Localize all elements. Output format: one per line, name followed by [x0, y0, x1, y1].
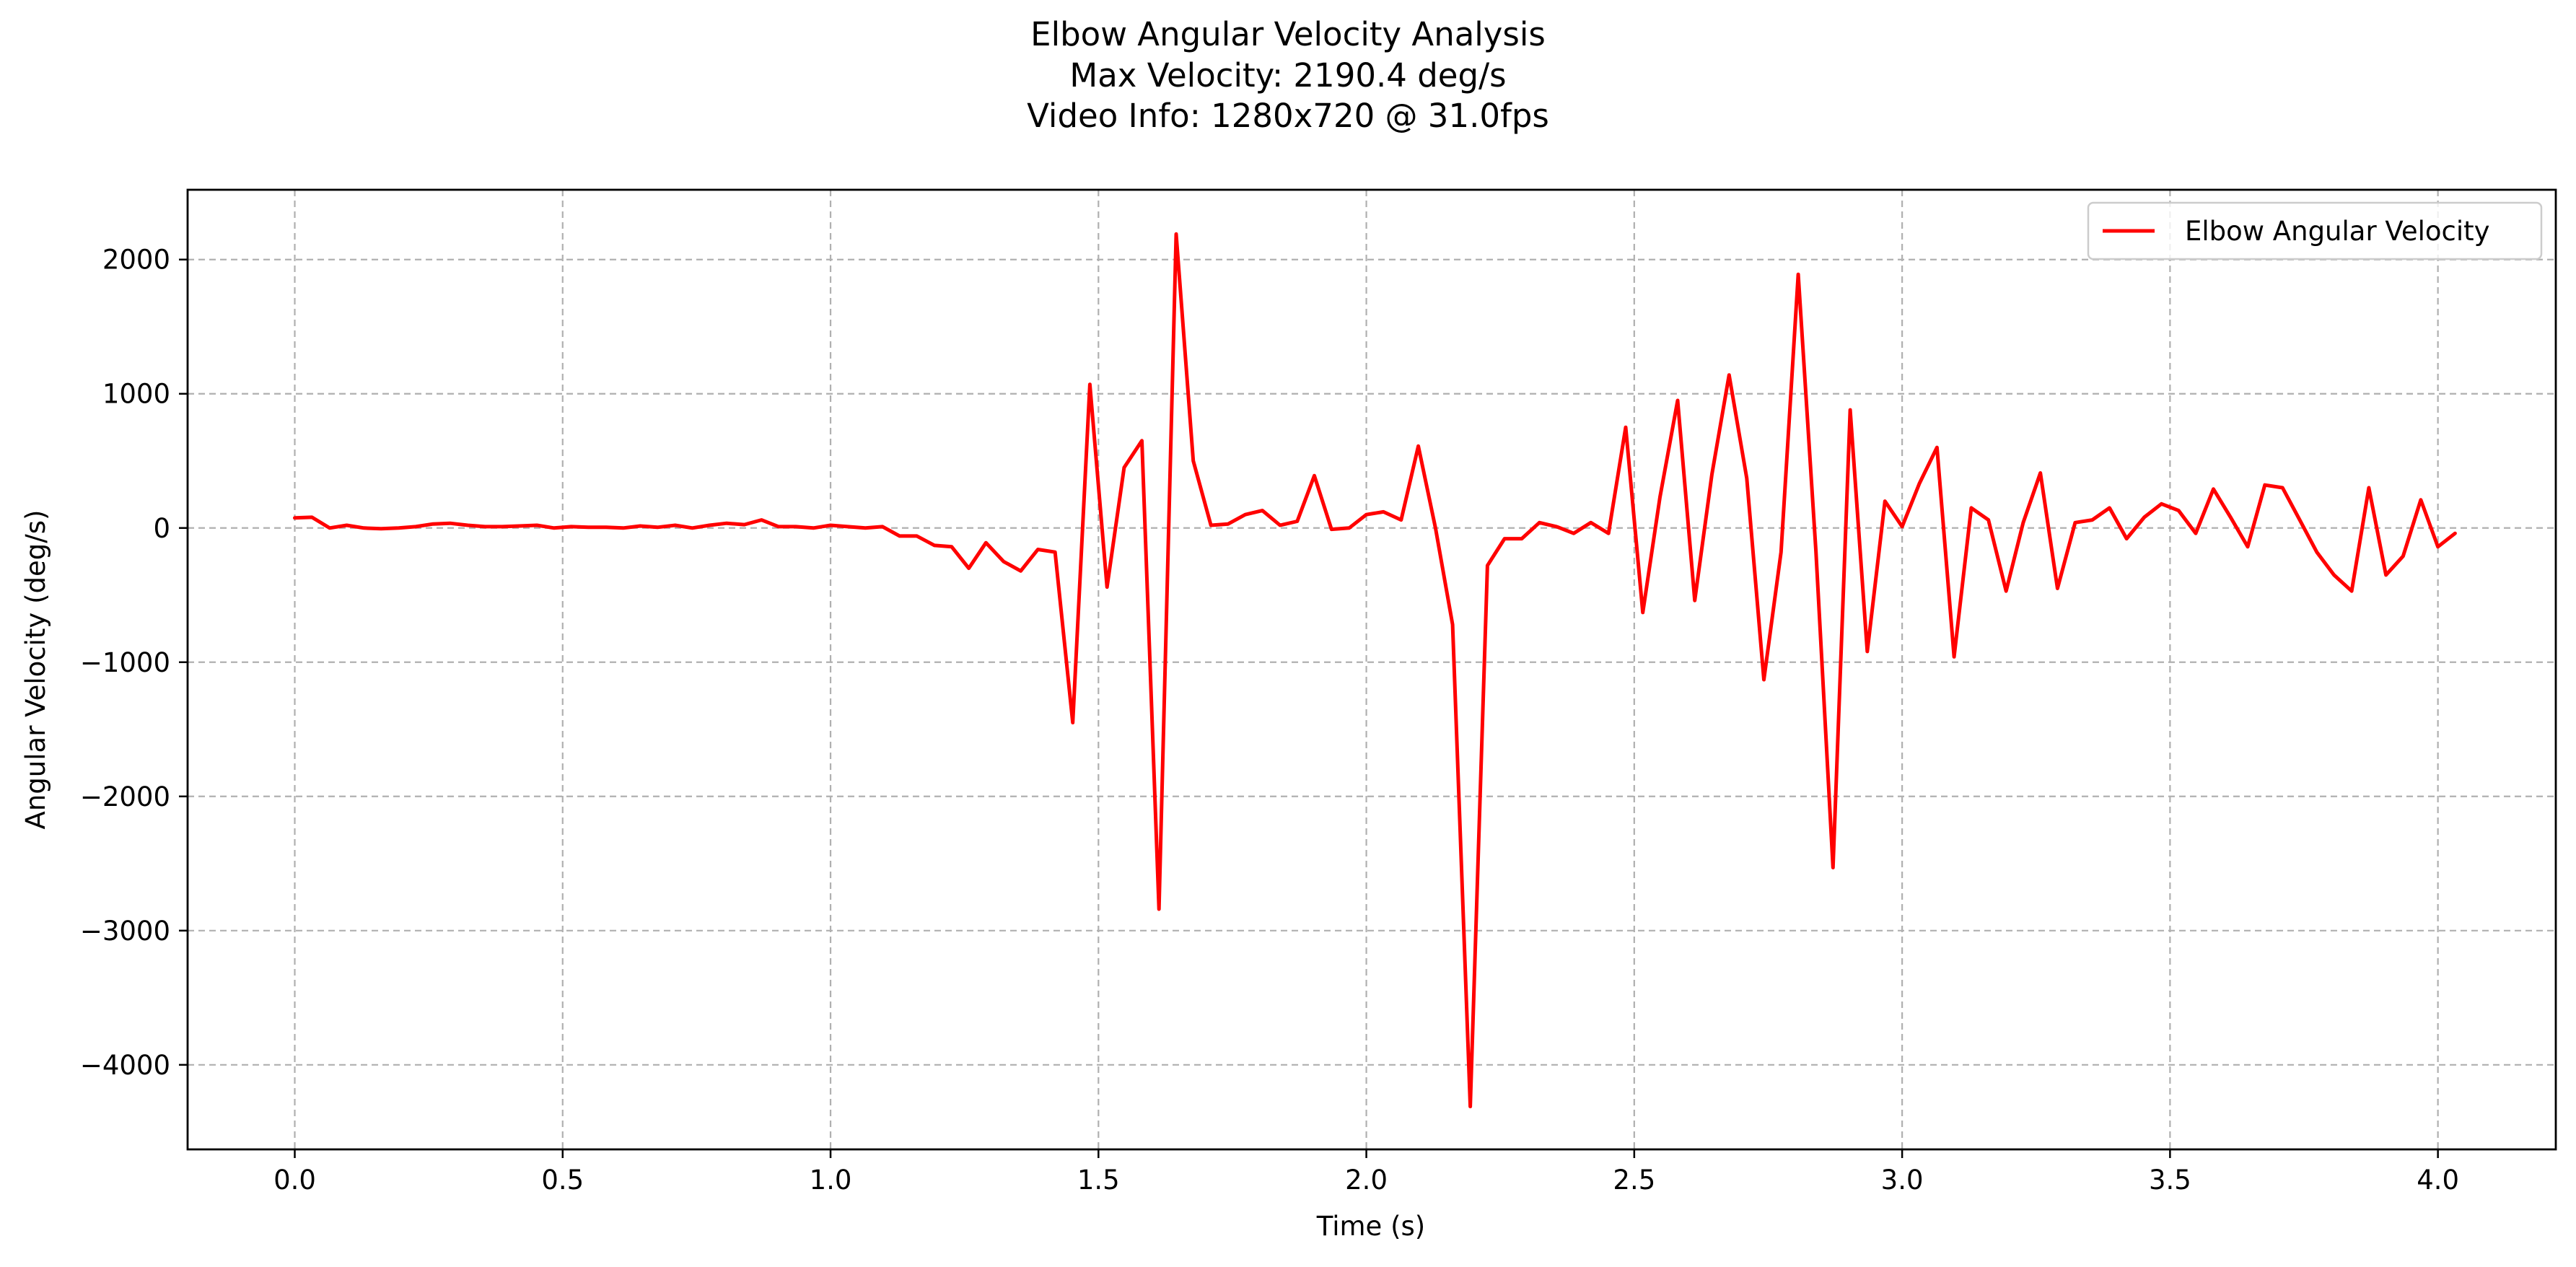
series-layer	[293, 232, 2457, 1108]
y-tick-label: 0	[153, 513, 170, 544]
y-axis-label: Angular Velocity (deg/s)	[20, 510, 51, 830]
plot-frame	[186, 188, 2557, 1151]
x-tick-label: 1.5	[1077, 1165, 1120, 1196]
x-tick-label: 4.0	[2417, 1165, 2459, 1196]
chart-title: Elbow Angular Velocity Analysis	[1030, 15, 1546, 53]
y-tick-label: −4000	[80, 1050, 170, 1081]
x-tick-label: 1.0	[810, 1165, 852, 1196]
x-tick-label: 3.5	[2149, 1165, 2191, 1196]
y-tick-label: 2000	[102, 245, 170, 276]
x-tick-label: 2.0	[1345, 1165, 1388, 1196]
series-line-elbow-angular-velocity	[293, 232, 2457, 1108]
axis-ticks: 0.0 0.5 1.0 1.5 2.0 2.5 3.0 3.5 4.0 2000 1000 0 −100…	[80, 245, 2459, 1196]
x-tick-label: 0.5	[541, 1165, 584, 1196]
grid	[188, 190, 2556, 1149]
chart-subtitle-video-info: Video Info: 1280x720 @ 31.0fps	[1027, 97, 1549, 135]
x-axis-label: Time (s)	[1316, 1211, 1425, 1242]
y-tick-label: −2000	[80, 781, 170, 812]
y-tick-label: 1000	[102, 379, 170, 410]
legend-box	[2087, 201, 2543, 260]
legend: Elbow Angular Velocity	[2087, 201, 2543, 260]
x-tick-label: 0.0	[273, 1165, 316, 1196]
legend-label: Elbow Angular Velocity	[2185, 216, 2490, 247]
x-tick-label: 2.5	[1613, 1165, 1655, 1196]
y-tick-label: −1000	[80, 647, 170, 678]
y-tick-label: −3000	[80, 916, 170, 947]
chart-subtitle-max-velocity: Max Velocity: 2190.4 deg/s	[1069, 56, 1506, 95]
x-tick-label: 3.0	[1881, 1165, 1924, 1196]
